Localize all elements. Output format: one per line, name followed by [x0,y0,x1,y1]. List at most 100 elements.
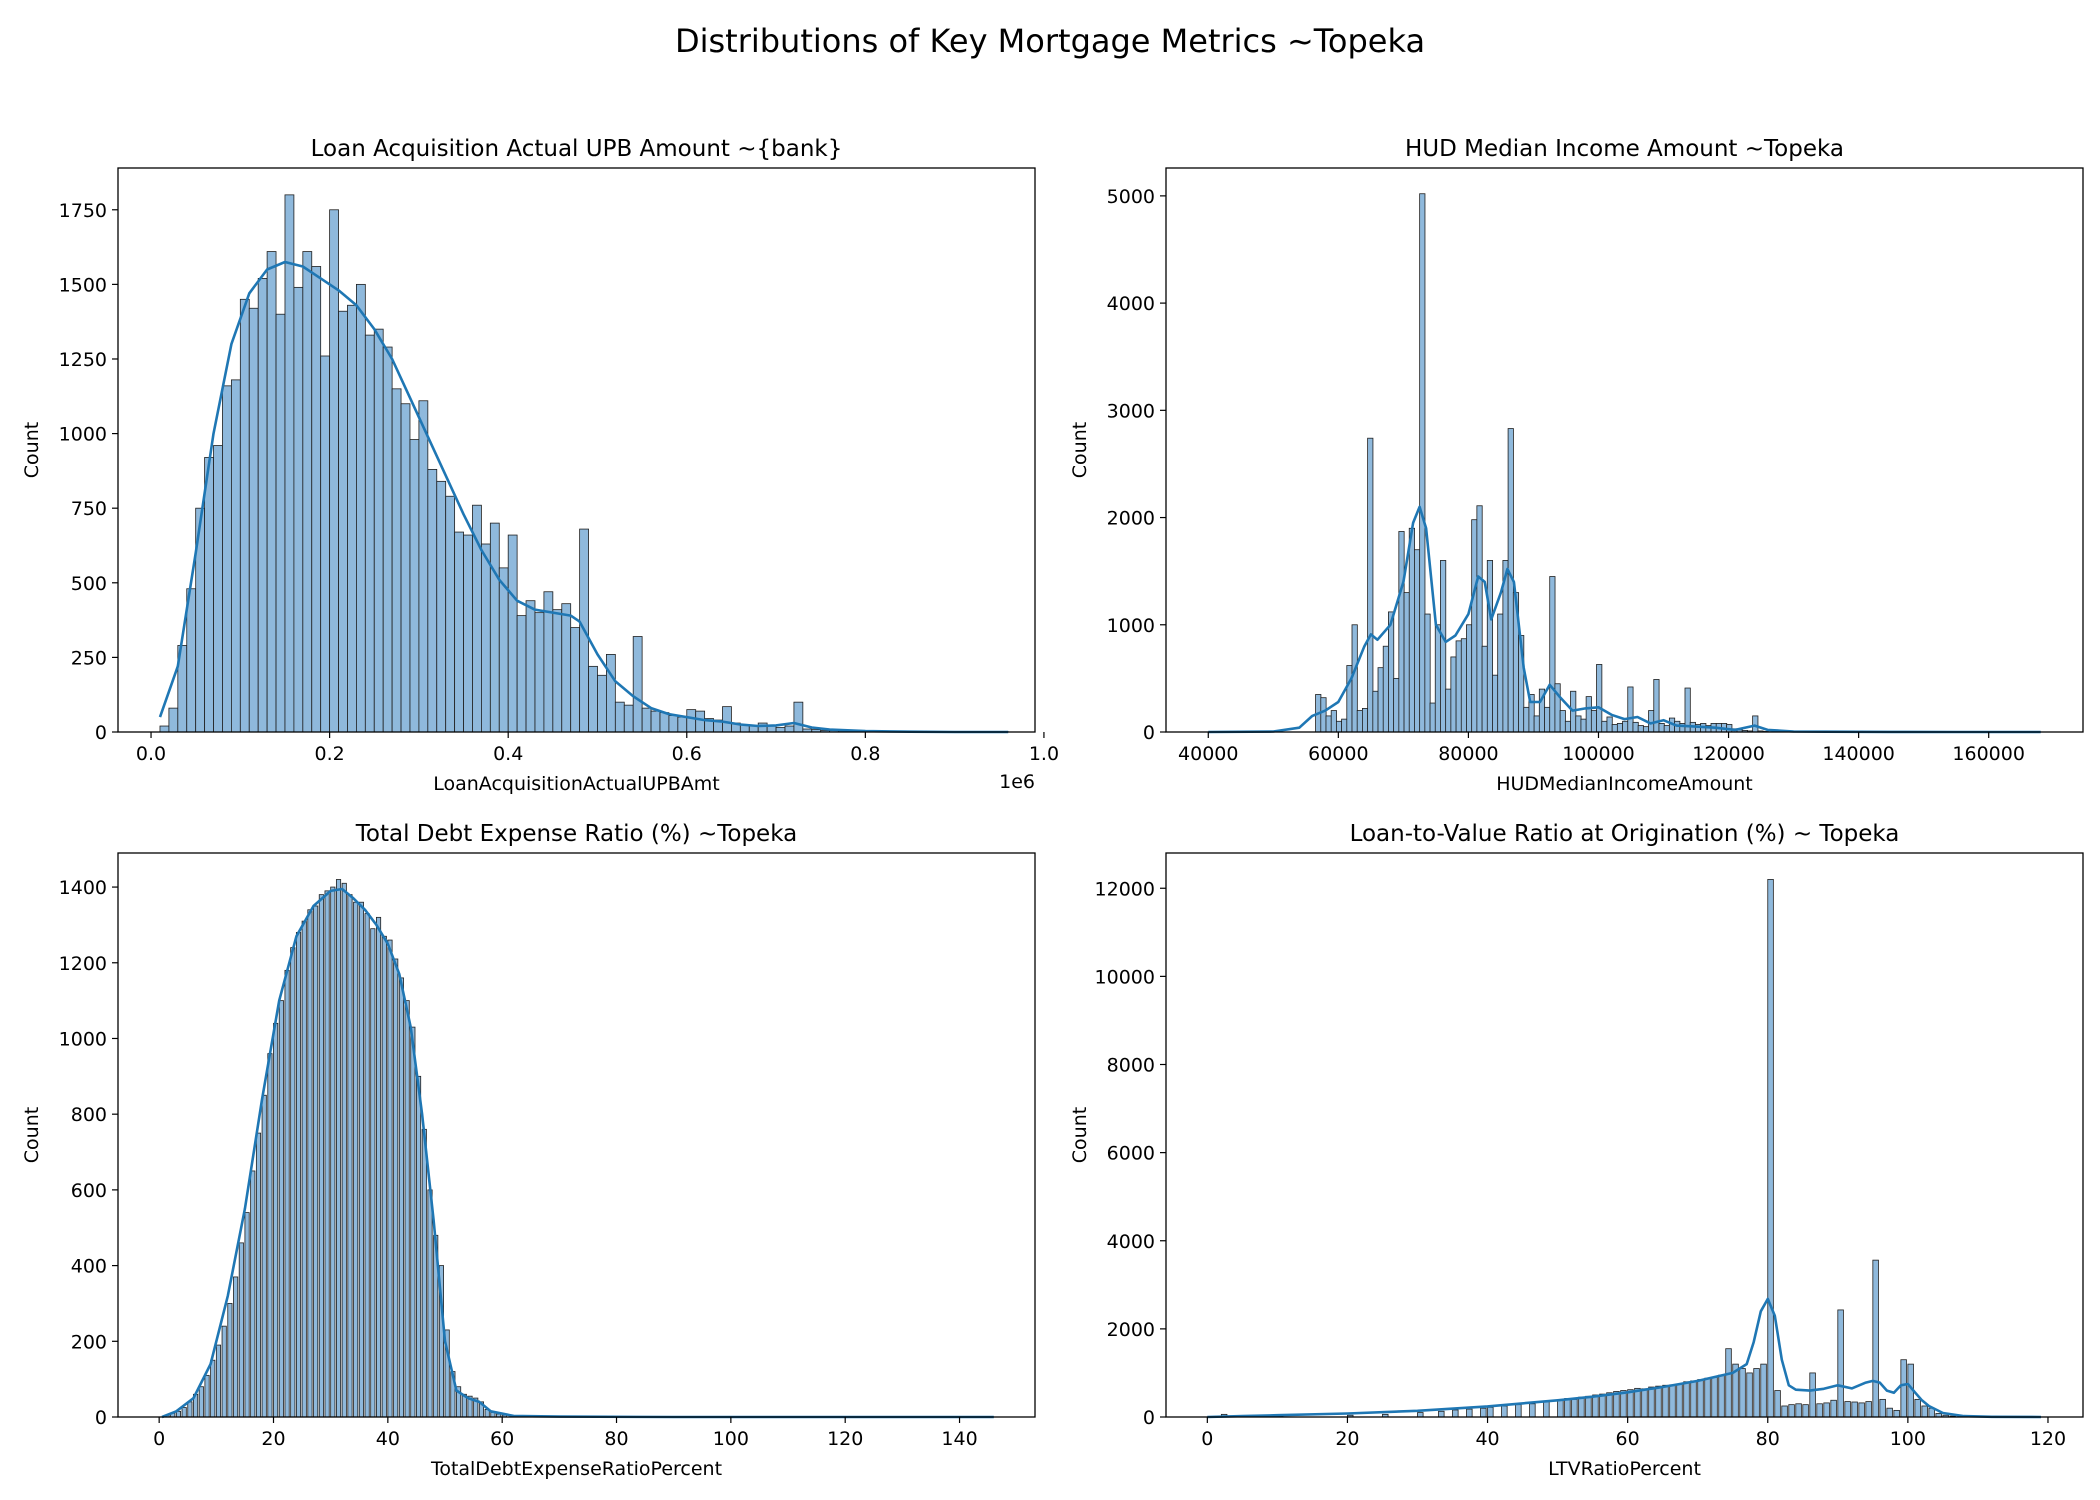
histogram-bar [1592,1394,1599,1418]
histogram-bar [295,932,302,1418]
histogram-bar [381,935,387,1418]
histogram-bar [1627,1389,1634,1418]
histogram-bar [1767,879,1774,1418]
histogram-bar [1613,1391,1620,1418]
chart-panel-2: 40000 60000 80000 100000 120000 140000 160000 0… [1069,136,2084,795]
histogram-bar [489,522,500,733]
y-tick-label: 12000 [1095,878,1155,900]
histogram-bar [222,385,232,733]
histogram-bar [290,947,296,1418]
y-tick-label: 500 [71,573,107,595]
histogram-bar [427,468,438,733]
histogram-bar [570,627,581,733]
histogram-bar [1529,1403,1536,1418]
histogram-bar [421,1128,427,1418]
chart-title: Loan-to-Value Ratio at Origination (%) ~… [1350,821,1900,847]
histogram-bar [198,1386,204,1418]
histogram-bar [1837,1309,1844,1418]
x-tick-label: 0.2 [315,743,345,765]
y-axis-label: Count [21,1107,43,1163]
histogram-bar [507,534,518,733]
histogram-bar [1424,613,1431,733]
histogram-bar [1606,1392,1613,1418]
histogram-bar [221,1325,227,1418]
histogram-bar [445,495,456,733]
histogram-bar [1872,1259,1879,1418]
histogram-bar [168,707,179,733]
histogram-bar [1795,1403,1802,1418]
histogram-bar [1429,702,1436,733]
histogram-bar [1662,1384,1669,1418]
histogram-bar [1781,1405,1788,1418]
histogram-bar [1543,1401,1550,1418]
histogram-bar [1655,1385,1662,1418]
x-tick-label: 100000 [1562,743,1635,765]
histogram-bar [1830,1399,1837,1418]
histogram-bar [1921,1405,1928,1418]
histogram-bar [1753,1368,1760,1418]
x-axis-label: LTVRatioPercent [1548,1458,1701,1480]
x-tick-label: 80 [604,1428,628,1450]
histogram-bar [1596,664,1603,733]
histogram-bar [1382,645,1389,733]
histogram-bar [1492,674,1499,733]
histogram-bar [614,701,625,733]
histogram-bar [1356,710,1363,733]
histogram-bar [311,266,322,733]
x-tick-label: 120000 [1692,743,1765,765]
histogram-bar [1739,1368,1746,1418]
histogram-bar [1585,696,1592,733]
histogram-bar [391,388,402,733]
histogram-bar [1676,1383,1683,1418]
histogram-bar [370,928,376,1418]
x-tick-label: 80000 [1438,743,1498,765]
histogram-bar [1372,690,1379,733]
histogram-bar [1578,1396,1585,1418]
histogram-bar [284,194,295,733]
histogram-bar [358,901,364,1418]
histogram-bar [257,278,268,733]
y-tick-label: 2000 [1107,508,1155,530]
histogram-bar [534,612,545,733]
histogram-bar [427,1189,433,1418]
histogram-bar [1497,613,1504,733]
y-tick-label: 8000 [1107,1055,1155,1077]
y-tick-label: 2000 [1107,1319,1155,1341]
x-tick-label: 160000 [1952,743,2025,765]
histogram-bar [1377,667,1384,733]
histogram-bar [410,1026,416,1418]
plot-frame [1165,167,2084,733]
histogram-bar [181,1407,187,1418]
histogram-bar [1711,1376,1718,1418]
histogram-bar [393,958,399,1418]
histogram-bar [552,609,563,733]
histogram-bar [1501,1405,1508,1418]
x-tick-label: 60000 [1308,743,1368,765]
chart-panel-1: 0.0 0.2 0.4 0.6 0.8 1.0 0 250 500 750 1000 1250 1500… [21,136,1059,795]
x-tick-label: 40000 [1178,743,1238,765]
histogram-bar [1544,706,1551,733]
kde-curve [161,887,994,1419]
histogram-bar [1627,686,1634,733]
histogram-bar [1440,560,1447,733]
histogram-bar [204,1374,210,1418]
histogram-bar [1809,1372,1816,1418]
histogram-bar [1599,1393,1606,1418]
histogram-bar [668,715,679,733]
y-tick-label: 750 [71,498,107,520]
kde-curve [1208,505,2041,734]
histogram-bar [498,567,509,733]
histogram-bar [1590,710,1598,733]
y-tick-label: 5000 [1107,186,1155,208]
histogram-bar [186,588,197,733]
histogram-bar [1752,715,1759,733]
histogram-bar [1697,1379,1704,1418]
histogram-bar [1669,1384,1676,1418]
histogram-bar [324,890,330,1418]
histogram-bar [695,710,706,733]
histogram-bar [1844,1401,1851,1418]
histogram-bar [1452,1409,1459,1418]
x-tick-label: 40 [376,1428,400,1450]
histogram-bar [318,894,324,1418]
